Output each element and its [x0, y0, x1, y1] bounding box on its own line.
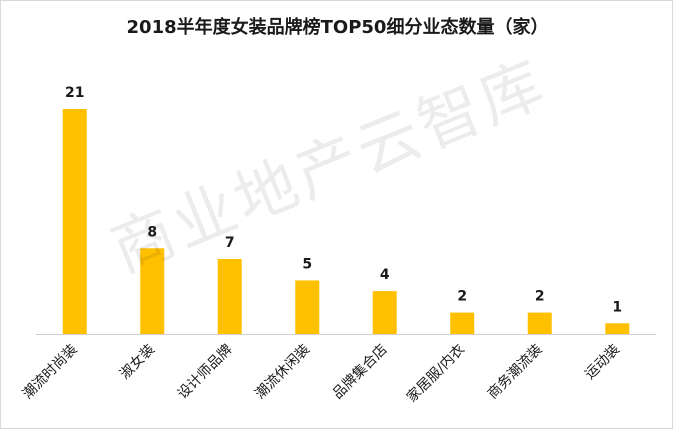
bar — [217, 259, 242, 334]
bar — [605, 323, 630, 334]
bar — [295, 280, 320, 334]
data-label: 7 — [225, 235, 235, 251]
data-label: 2 — [457, 289, 467, 305]
data-label: 4 — [380, 267, 390, 283]
tick-label: 品牌集合店 — [329, 341, 391, 403]
bar — [372, 291, 397, 334]
tick-label: 商务潮流装 — [485, 342, 546, 403]
tick-label: 家居服/内衣 — [403, 341, 468, 406]
bar — [450, 312, 475, 334]
data-label: 5 — [302, 256, 312, 272]
bar — [140, 248, 165, 334]
tick-label: 设计师品牌 — [174, 341, 236, 403]
data-label: 2 — [535, 289, 545, 305]
tick-label: 淑女装 — [116, 341, 158, 383]
data-label: 8 — [147, 224, 157, 240]
chart-title: 2018半年度女装品牌榜TOP50细分业态数量（家） — [126, 17, 549, 38]
bar — [527, 312, 552, 334]
tick-label: 潮流时尚装 — [20, 342, 81, 403]
data-label: 1 — [612, 299, 622, 315]
data-label: 21 — [65, 85, 84, 101]
tick-label: 潮流休闲装 — [252, 342, 313, 403]
bar — [62, 109, 87, 334]
tick-label: 运动装 — [582, 342, 623, 383]
